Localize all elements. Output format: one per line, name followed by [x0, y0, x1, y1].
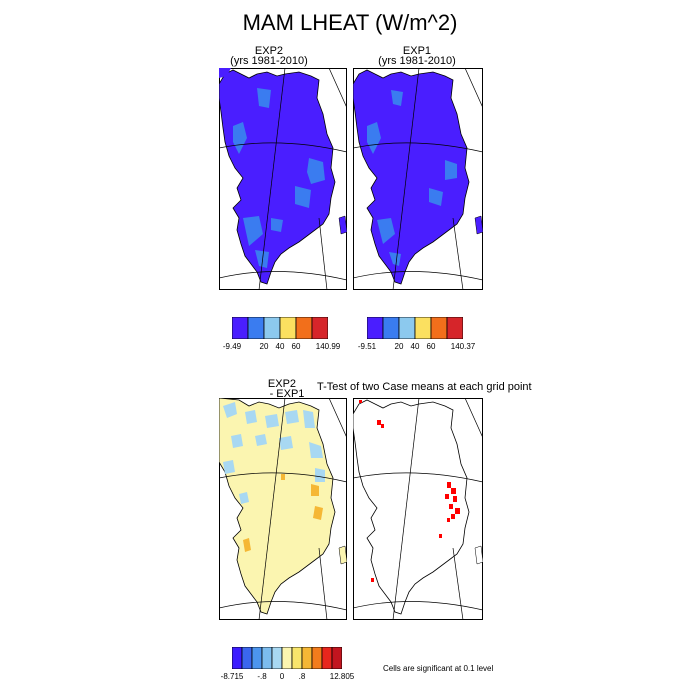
colorbar-tick-label: 40 [410, 342, 420, 351]
exp2-colorbar-labels: -9.49 20 40 60 140.99 [223, 342, 340, 354]
colorbar-tick-label: 20 [259, 342, 269, 351]
colorbar-box [311, 647, 323, 669]
colorbar-box [241, 647, 253, 669]
colorbar-tick-label: -9.49 [222, 342, 242, 351]
graticule [219, 68, 347, 290]
colorbar-tick-label: 12.805 [329, 672, 355, 681]
colorbar-tick-label: -8.715 [220, 672, 244, 681]
diff-panel-title: EXP2 - EXP1 [232, 378, 332, 400]
colorbar-box [414, 317, 432, 339]
exp2-colorbar [232, 317, 328, 339]
greenland-landmass [219, 68, 347, 285]
colorbar-tick-label: 140.99 [315, 342, 341, 351]
colorbar-box [271, 647, 283, 669]
colorbar-box [301, 647, 313, 669]
exp2-title-line1: EXP2 [254, 45, 284, 57]
colorbar-box [331, 647, 342, 669]
colorbar-box [291, 647, 303, 669]
colorbar-box [261, 647, 273, 669]
colorbar-tick-label: -.8 [257, 672, 267, 681]
diff-map [219, 398, 347, 620]
exp1-title-line1: EXP1 [402, 45, 432, 57]
colorbar-tick-label: 0 [279, 672, 285, 681]
exp1-panel-title: EXP1 (yrs 1981-2010) [367, 45, 467, 67]
colorbar-box [321, 647, 333, 669]
diff-colorbar [232, 647, 342, 669]
colorbar-box [367, 317, 384, 339]
diff-title-line2: - EXP1 [269, 388, 305, 400]
diff-title-line1: EXP2 [267, 378, 297, 390]
significance-note: Cells are significant at 0.1 level [383, 664, 494, 673]
colorbar-box [446, 317, 463, 339]
ttest-title: T-Test of two Case means at each grid po… [317, 381, 532, 393]
colorbar-box [232, 647, 243, 669]
greenland-landmass [219, 398, 347, 615]
colorbar-box [232, 317, 249, 339]
colorbar-box [263, 317, 281, 339]
colorbar-tick-label: .8 [298, 672, 306, 681]
colorbar-box [398, 317, 416, 339]
colorbar-tick-label: 140.37 [450, 342, 476, 351]
colorbar-box [251, 647, 263, 669]
colorbar-box [247, 317, 265, 339]
colorbar-box [430, 317, 448, 339]
colorbar-box [311, 317, 328, 339]
exp1-colorbar [367, 317, 463, 339]
ttest-map [353, 398, 483, 620]
exp1-title-line2: (yrs 1981-2010) [378, 55, 456, 67]
colorbar-tick-label: 60 [426, 342, 436, 351]
graticule [219, 398, 347, 620]
exp1-map [353, 68, 483, 290]
significant-cells [359, 400, 460, 582]
graticule [353, 398, 483, 620]
exp2-title-line2: (yrs 1981-2010) [230, 55, 308, 67]
colorbar-tick-label: -9.51 [357, 342, 377, 351]
greenland-landmass [353, 69, 483, 285]
colorbar-box [382, 317, 400, 339]
colorbar-box [295, 317, 313, 339]
colorbar-tick-label: 20 [394, 342, 404, 351]
diff-colorbar-labels: -8.715 -.8 0 .8 12.805 [221, 672, 355, 684]
figure-title: MAM LHEAT (W/m^2) [242, 10, 458, 35]
exp1-colorbar-labels: -9.51 20 40 60 140.37 [358, 342, 475, 354]
colorbar-box [281, 647, 293, 669]
colorbar-box [279, 317, 297, 339]
colorbar-tick-label: 60 [291, 342, 301, 351]
exp2-panel-title: EXP2 (yrs 1981-2010) [219, 45, 319, 67]
exp2-map [219, 68, 347, 290]
colorbar-tick-label: 40 [275, 342, 285, 351]
graticule [353, 68, 483, 290]
greenland-outline [353, 399, 483, 615]
